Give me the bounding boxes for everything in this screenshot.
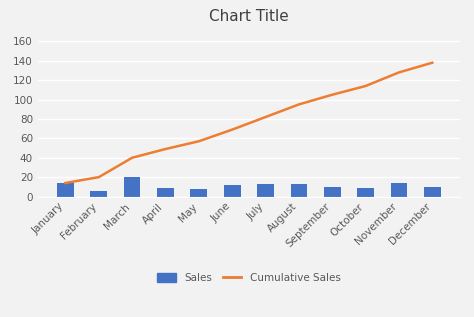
Bar (357, 188, 374, 197)
Bar (224, 185, 240, 197)
Bar (57, 183, 74, 197)
Bar (424, 187, 441, 197)
Bar (391, 183, 407, 197)
Bar (291, 184, 307, 197)
Bar (191, 189, 207, 197)
Bar (91, 191, 107, 197)
Legend: Sales, Cumulative Sales: Sales, Cumulative Sales (153, 268, 345, 287)
Bar (124, 177, 140, 197)
Title: Chart Title: Chart Title (209, 9, 289, 23)
Bar (157, 188, 174, 197)
Bar (257, 184, 274, 197)
Bar (324, 187, 340, 197)
